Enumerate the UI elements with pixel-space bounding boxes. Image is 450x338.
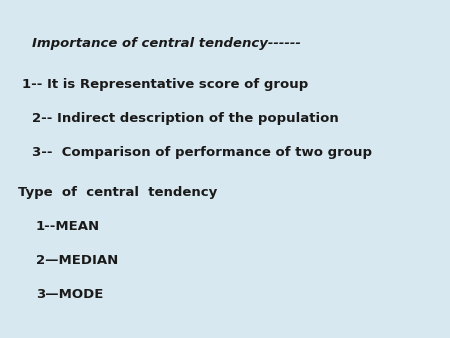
Text: 3--  Comparison of performance of two group: 3-- Comparison of performance of two gro… [32,146,372,159]
Text: 1-- It is Representative score of group: 1-- It is Representative score of group [22,78,309,91]
Text: 2—MEDIAN: 2—MEDIAN [36,254,118,267]
Text: 1--MEAN: 1--MEAN [36,220,100,233]
Text: 3—MODE: 3—MODE [36,288,104,300]
Text: Importance of central tendency------: Importance of central tendency------ [32,38,301,50]
Text: 2-- Indirect description of the population: 2-- Indirect description of the populati… [32,112,338,125]
Text: Type  of  central  tendency: Type of central tendency [18,186,217,199]
